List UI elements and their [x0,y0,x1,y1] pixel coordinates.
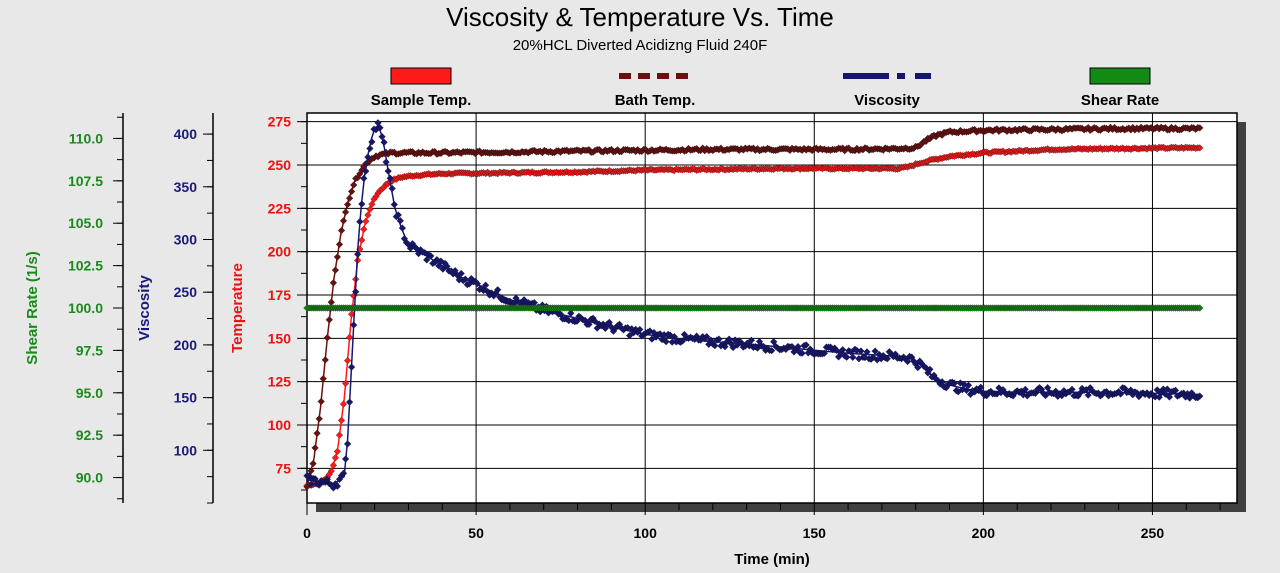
legend-label-2: Viscosity [854,92,920,109]
series-layer [303,119,1204,492]
legend-item-2: Viscosity [843,73,931,109]
legend-swatch-1 [676,73,688,79]
x-axis-title: Time (min) [734,551,810,568]
temp-axis-title: Temperature [229,263,246,353]
shear-tick-label-5: 102.5 [68,258,103,274]
shear-tick-label-1: 92.5 [76,427,103,443]
shear-tick-label-0: 90.0 [76,470,103,486]
temp-tick-label-6: 225 [268,200,292,216]
grid [307,113,1237,503]
series-markers-1 [303,123,1204,491]
axes: 0 50 100 150 200 250 75 100 125 150 175 200 225 250 27… [24,113,1221,541]
temp-tick-label-5: 200 [268,244,292,260]
temp-tick-label-7: 250 [268,157,292,173]
legend-swatch-2 [897,73,905,79]
legend-swatch-2 [915,73,931,79]
x-tick-label-5: 250 [1141,525,1165,541]
series-1 [303,123,1204,491]
series-markers-3 [303,304,1204,312]
visc-tick-label-0: 100 [174,442,198,458]
visc-tick-label-4: 300 [174,231,198,247]
visc-tick-label-3: 250 [174,284,198,300]
temp-tick-label-2: 125 [268,374,292,390]
visc-tick-label-2: 200 [174,337,198,353]
chart-title: Viscosity & Temperature Vs. Time [446,2,834,32]
legend-swatch-1 [638,73,650,79]
shear-tick-label-2: 95.0 [76,385,103,401]
visc-tick-label-5: 350 [174,179,198,195]
shear-tick-label-7: 107.5 [68,173,103,189]
visc-axis-title: Viscosity [136,275,153,341]
x-tick-label-0: 0 [303,525,311,541]
legend-swatch-1 [619,73,631,79]
legend-item-3: Shear Rate [1081,67,1159,109]
visc-tick-label-1: 150 [174,390,198,406]
legend-swatch-2 [843,73,889,79]
visc-tick-label-6: 400 [174,126,198,142]
legend-item-1: Bath Temp. [615,73,696,109]
legend-item-0: Sample Temp. [371,67,472,109]
series-2 [303,119,1204,492]
temp-tick-label-8: 275 [268,114,292,130]
legend-label-1: Bath Temp. [615,92,696,109]
shear-tick-label-8: 110.0 [69,130,103,146]
legend-label-0: Sample Temp. [371,92,472,109]
temp-tick-label-0: 75 [275,460,291,476]
x-tick-label-3: 150 [803,525,827,541]
shear-tick-label-6: 105.0 [68,215,103,231]
x-tick-label-2: 100 [634,525,658,541]
temp-tick-label-3: 150 [268,330,292,346]
legend-label-3: Shear Rate [1081,92,1159,109]
chart-subtitle: 20%HCL Diverted Acidizng Fluid 240F [513,37,768,54]
shear-tick-label-4: 100.0 [68,300,103,316]
legend-swatch-1 [657,73,669,79]
x-tick-label-1: 50 [468,525,484,541]
shear-tick-label-3: 97.5 [76,342,103,358]
series-3 [303,304,1204,312]
legend-swatch-0 [390,67,452,85]
x-tick-label-4: 200 [972,525,996,541]
legend: Sample Temp. Bath Temp. Viscosity Shear Rat… [371,67,1159,109]
temp-tick-label-4: 175 [268,287,292,303]
shear-axis-title: Shear Rate (1/s) [24,251,41,364]
temp-tick-label-1: 100 [268,417,292,433]
legend-swatch-3 [1089,67,1151,85]
